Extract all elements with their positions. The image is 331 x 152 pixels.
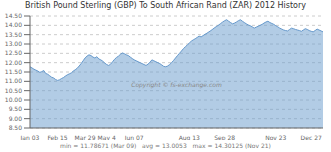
svg-text:Feb 15: Feb 15 bbox=[47, 134, 67, 140]
svg-text:Nov 23: Nov 23 bbox=[265, 134, 286, 140]
svg-text:9.50: 9.50 bbox=[9, 105, 23, 112]
svg-text:Jan 03: Jan 03 bbox=[20, 134, 40, 140]
svg-text:Dec 27: Dec 27 bbox=[301, 134, 322, 140]
svg-text:May 4: May 4 bbox=[98, 134, 116, 140]
svg-text:11.50: 11.50 bbox=[8, 68, 22, 75]
svg-text:11.00: 11.00 bbox=[8, 77, 22, 84]
svg-text:14.00: 14.00 bbox=[8, 21, 22, 28]
svg-text:13.50: 13.50 bbox=[8, 31, 22, 38]
html-text:Copyright © fs-exchange.com: Copyright © fs-exchange.com bbox=[131, 81, 222, 89]
html-text:min = 11.78671 (Mar 09) avg =: min = 11.78671 (Mar 09) avg = 13.0053 ma… bbox=[60, 142, 271, 149]
svg-text:Mar 29: Mar 29 bbox=[75, 134, 96, 140]
svg-text:13.00: 13.00 bbox=[8, 40, 22, 47]
html-text:British Pound Sterling (GBP) T: British Pound Sterling (GBP) To South Af… bbox=[25, 1, 306, 10]
svg-text:12.00: 12.00 bbox=[8, 59, 22, 66]
svg-text:14.50: 14.50 bbox=[8, 12, 22, 19]
svg-text:Aug 13: Aug 13 bbox=[179, 134, 200, 140]
svg-text:9.00: 9.00 bbox=[9, 115, 23, 122]
svg-text:12.50: 12.50 bbox=[8, 49, 22, 56]
svg-text:10.00: 10.00 bbox=[8, 96, 22, 103]
svg-text:10.50: 10.50 bbox=[8, 87, 22, 94]
svg-text:Jun 07: Jun 07 bbox=[124, 134, 144, 140]
svg-text:8.50: 8.50 bbox=[9, 124, 23, 131]
svg-text:Sep 28: Sep 28 bbox=[214, 134, 235, 140]
